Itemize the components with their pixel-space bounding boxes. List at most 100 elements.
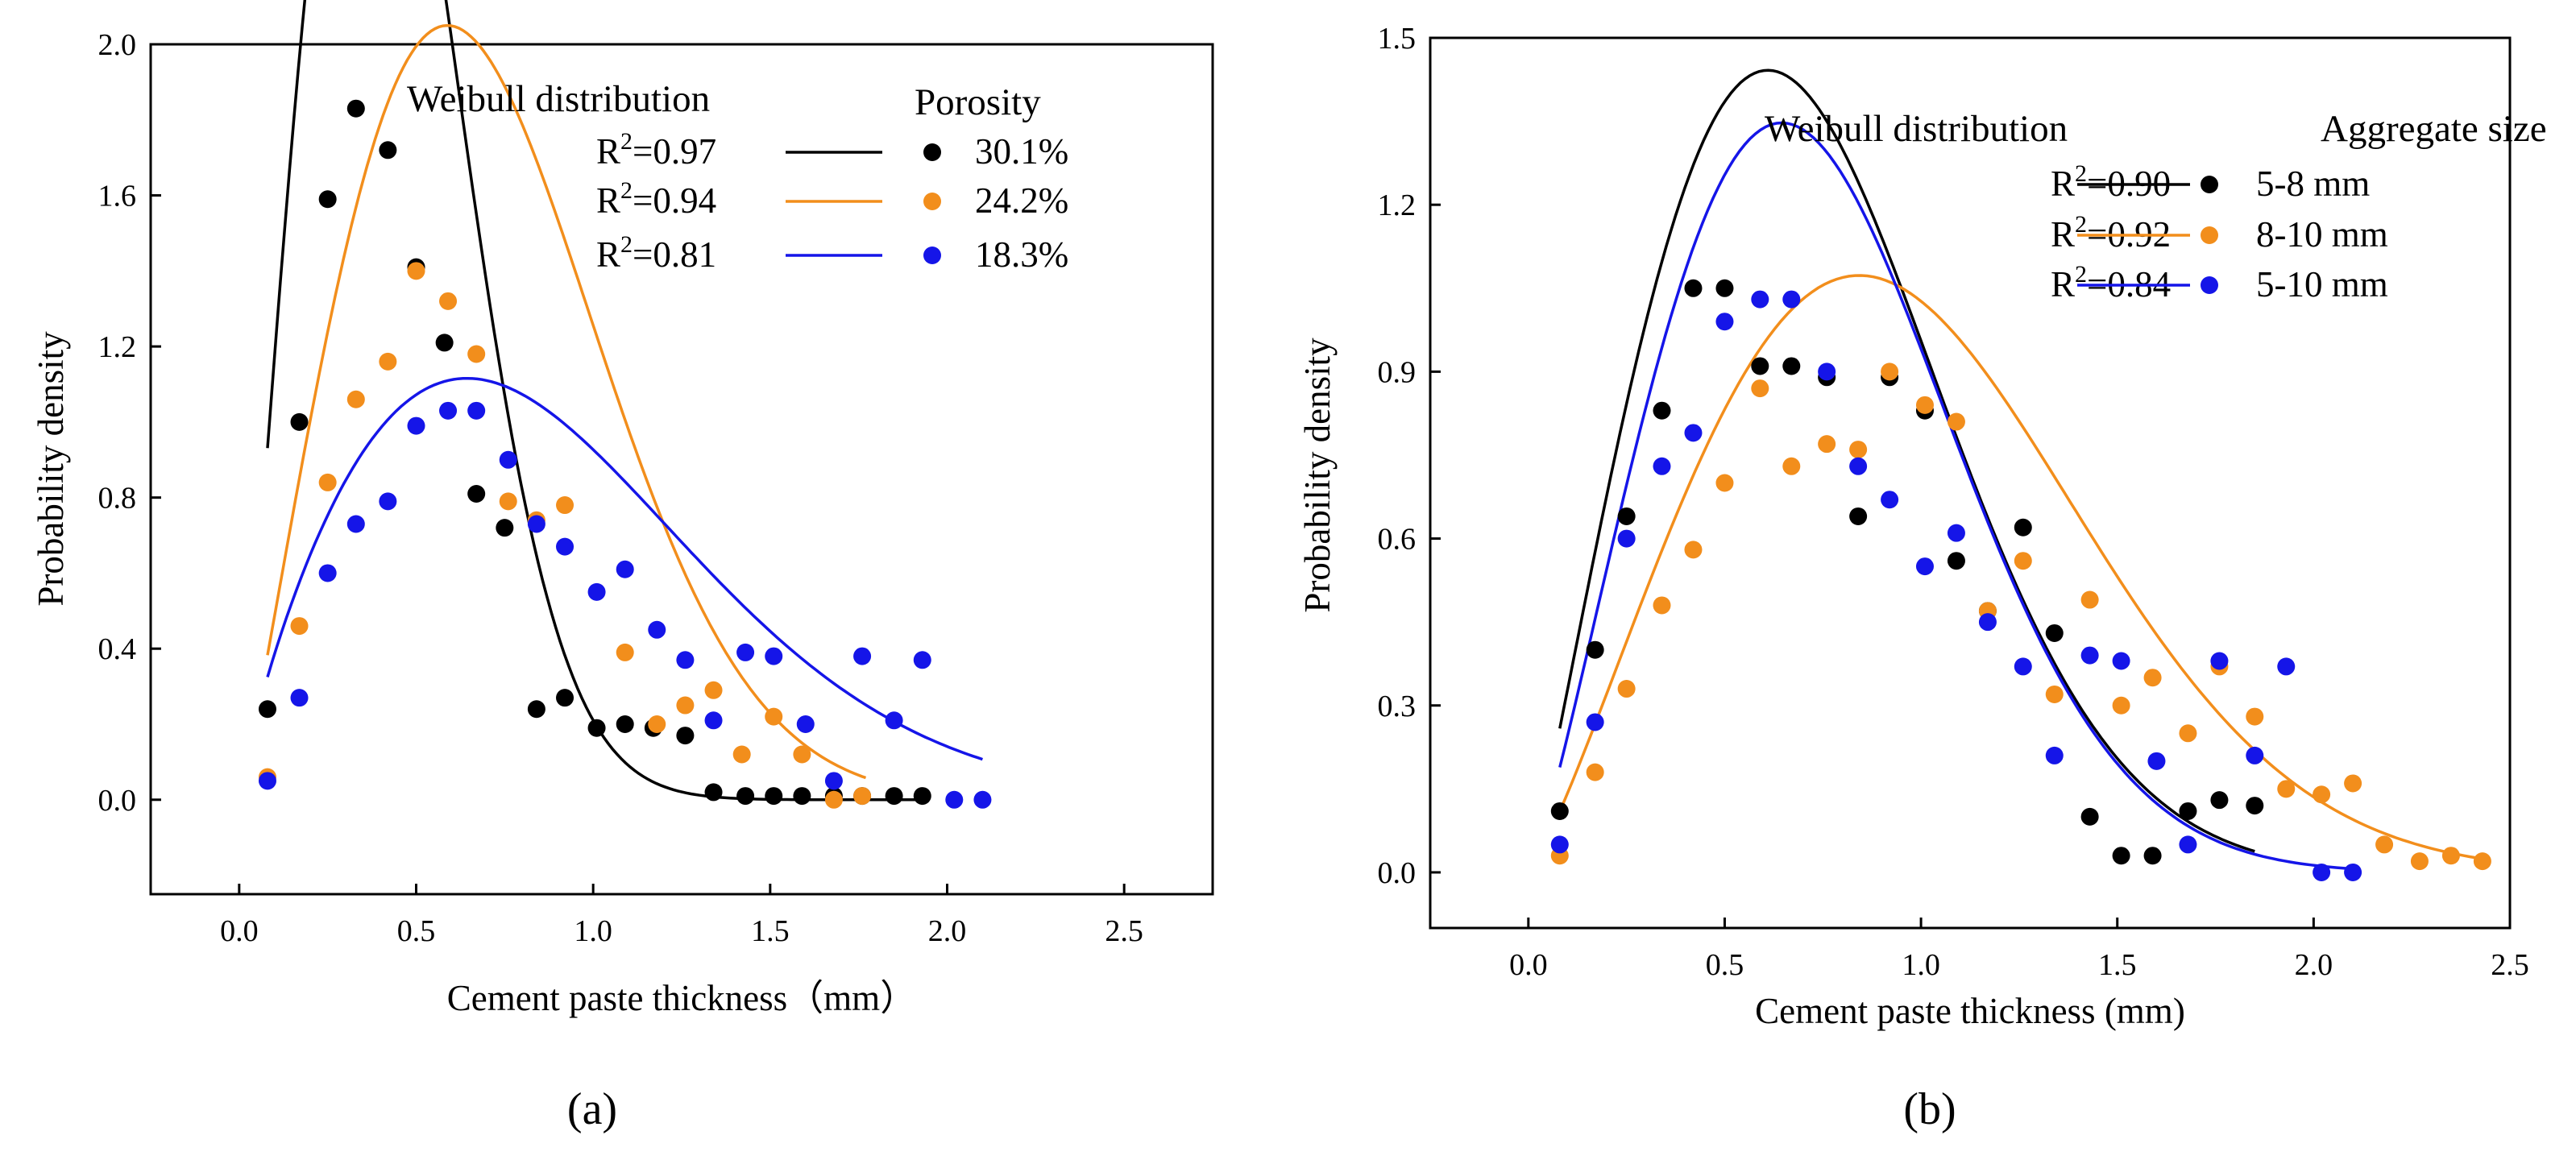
x-tick-label: 1.5 [2098, 948, 2137, 982]
data-point-series-3 [796, 715, 815, 733]
data-point-series-2 [2045, 685, 2064, 703]
legend-r2-superscript: 2 [620, 231, 633, 258]
panel-b: 0.0 0.5 1.0 1.5 2.0 2.5 0.0 0.3 0.6 0.9 1.2 1.5 Ceme… [1297, 22, 2547, 1134]
legend-r2-label: R2=0.90 [2051, 160, 2171, 204]
data-point-series-3 [973, 790, 992, 809]
data-point-series-3 [439, 401, 458, 420]
legend-r2-value: =0.97 [633, 131, 716, 172]
legend-r2-symbol: R [2051, 214, 2075, 255]
data-point-series-1 [2014, 518, 2032, 536]
y-tick-label: 1.6 [98, 180, 137, 213]
data-point-series-2 [732, 745, 751, 764]
legend-r2-superscript: 2 [620, 177, 633, 204]
legend-r2-value: =0.94 [633, 180, 716, 221]
data-point-series-1 [913, 787, 931, 806]
x-tick-label: 1.0 [574, 914, 612, 948]
data-point-series-2 [379, 352, 397, 371]
legend-series-name: 5-8 mm [2256, 164, 2370, 204]
data-point-series-3 [2313, 863, 2331, 881]
data-point-series-1 [1751, 357, 1769, 375]
data-point-series-2 [439, 292, 458, 310]
data-point-series-2 [793, 745, 811, 764]
fit-curve-2 [1558, 274, 2483, 860]
data-point-series-3 [765, 647, 783, 665]
panel-label: (b) [1903, 1084, 1956, 1134]
data-point-series-2 [1751, 379, 1769, 398]
data-point-series-2 [467, 345, 486, 363]
data-point-series-3 [2147, 752, 2166, 770]
data-point-series-1 [379, 141, 397, 160]
data-point-series-3 [318, 564, 337, 582]
data-point-series-1 [793, 787, 811, 806]
legend-marker-swatch [923, 246, 941, 264]
data-point-series-1 [318, 190, 337, 209]
data-point-series-2 [1715, 474, 1734, 492]
x-tick-label: 2.5 [2491, 948, 2529, 982]
data-point-series-3 [2014, 657, 2032, 676]
data-point-series-2 [1947, 412, 1965, 431]
data-point-series-3 [2080, 646, 2099, 665]
legend-fit-heading: Weibull distribution [1765, 108, 2068, 150]
fit-curve-3 [266, 376, 983, 761]
data-point-series-2 [1849, 441, 1868, 459]
legend-series-name: 30.1% [975, 131, 1068, 172]
data-point-series-3 [587, 582, 606, 601]
x-tick-label: 2.0 [2295, 948, 2333, 982]
data-point-series-1 [616, 715, 634, 733]
data-point-series-2 [1586, 763, 1604, 781]
data-point-series-1 [496, 519, 514, 537]
data-point-series-3 [2112, 652, 2130, 670]
data-point-series-3 [2246, 746, 2264, 764]
data-point-series-2 [648, 715, 666, 733]
data-point-series-2 [2375, 835, 2394, 854]
x-tick-label: 2.5 [1105, 914, 1143, 948]
data-point-series-3 [913, 651, 931, 669]
data-point-series-3 [258, 772, 276, 790]
legend-series-name: 24.2% [975, 180, 1068, 221]
legend-r2-symbol: R [596, 180, 620, 221]
panel-label: (a) [567, 1084, 617, 1134]
data-point-series-3 [2344, 863, 2362, 881]
data-point-series-3 [616, 560, 634, 578]
data-point-series-3 [556, 537, 575, 556]
y-axis-title: Probability density [31, 331, 71, 607]
x-tick-label: 2.0 [928, 914, 967, 948]
y-axis-title: Probability density [1297, 338, 1338, 613]
data-point-series-2 [765, 707, 783, 726]
legend-marker-swatch [2201, 276, 2218, 294]
data-point-series-3 [1586, 713, 1604, 731]
data-point-series-2 [2410, 852, 2429, 871]
legend-fit-heading: Weibull distribution [407, 78, 710, 120]
data-point-series-2 [1818, 435, 1836, 454]
data-point-series-3 [527, 515, 545, 533]
y-tick-label: 1.5 [1378, 22, 1417, 56]
legend-r2-symbol: R [596, 234, 620, 275]
data-point-series-1 [1684, 279, 1703, 297]
data-point-series-2 [1782, 457, 1801, 475]
legend-series-name: 5-10 mm [2256, 264, 2388, 304]
legend-marker-swatch [2201, 226, 2218, 244]
data-point-series-3 [1881, 491, 1899, 509]
data-point-series-3 [1617, 529, 1636, 548]
y-tick-label: 0.3 [1378, 690, 1417, 723]
data-point-series-1 [467, 484, 486, 503]
data-point-series-3 [2045, 746, 2064, 764]
data-point-series-3 [2277, 657, 2296, 676]
data-point-series-2 [499, 492, 517, 511]
data-point-series-1 [1715, 279, 1734, 297]
data-point-series-1 [736, 787, 755, 806]
x-tick-label: 1.5 [751, 914, 790, 948]
data-point-series-1 [2045, 624, 2064, 642]
data-point-series-2 [2277, 780, 2296, 798]
x-tick-label: 1.0 [1902, 948, 1940, 982]
legend-r2-superscript: 2 [2075, 160, 2087, 187]
data-point-series-2 [2473, 852, 2491, 871]
data-point-series-3 [2179, 835, 2197, 854]
legend-r2-label: R2=0.84 [2051, 261, 2171, 304]
data-point-series-1 [527, 700, 545, 719]
data-point-series-1 [676, 727, 695, 745]
y-tick-label: 0.9 [1378, 355, 1417, 389]
data-point-series-2 [556, 496, 575, 515]
data-point-series-3 [676, 651, 695, 669]
